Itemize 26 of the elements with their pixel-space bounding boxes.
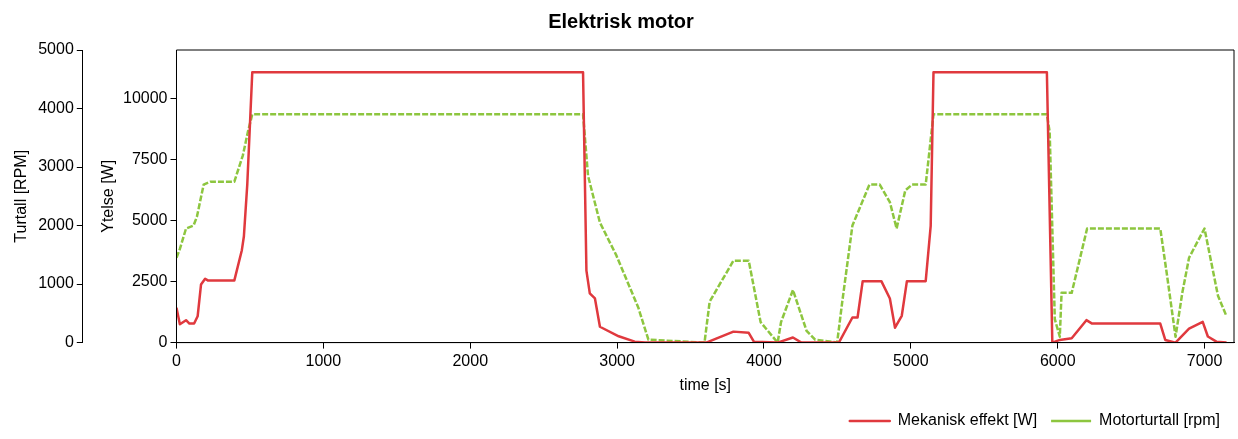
x-tick-label: 1000 <box>305 351 342 369</box>
y-axis-title: Turtall [RPM] <box>12 149 30 243</box>
y-tick-label: 0 <box>64 333 74 351</box>
x-tick-label: 4000 <box>746 351 782 369</box>
x-tick-label: 0 <box>172 351 182 369</box>
y-tick-label: 5000 <box>38 40 74 58</box>
x-tick-label: 7000 <box>1186 351 1223 369</box>
y2-tick-label: 2500 <box>131 272 168 290</box>
x-tick-label: 2000 <box>452 351 489 369</box>
x-axis-title: time [s] <box>679 375 732 393</box>
legend-label: Motorturtall [rpm] <box>1099 411 1221 429</box>
y-tick-label: 1000 <box>38 274 74 292</box>
y2-tick-label: 5000 <box>131 211 168 229</box>
y2-tick-label: 10000 <box>122 89 168 107</box>
line-series <box>176 113 1228 343</box>
x-tick-label: 5000 <box>893 351 929 369</box>
legend-label: Mekanisk effekt [W] <box>897 411 1038 429</box>
y-tick-label: 3000 <box>38 157 74 175</box>
y2-tick-label: 7500 <box>131 150 168 168</box>
x-tick-label: 3000 <box>599 351 636 369</box>
chart-title: Elektrisk motor <box>548 9 695 32</box>
y2-tick-label: 0 <box>158 333 168 351</box>
y-tick-label: 4000 <box>38 98 74 116</box>
x-tick-label: 6000 <box>1039 351 1076 369</box>
y2-axis-title: Ytelse [W] <box>98 159 116 233</box>
y-tick-label: 2000 <box>38 215 74 233</box>
